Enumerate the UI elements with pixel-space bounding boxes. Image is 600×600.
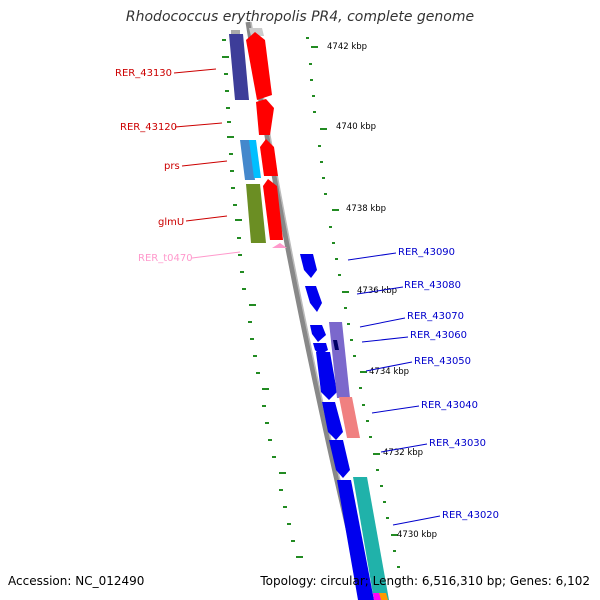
tick-label: 4732 kbp (383, 448, 423, 458)
gene-label-rer-43020[interactable]: RER_43020 (442, 510, 499, 521)
gene-feature (246, 184, 266, 243)
gene-feature (333, 340, 339, 350)
gene-feature (339, 397, 360, 438)
gene-feature (305, 286, 322, 312)
gene-label-rer-43050[interactable]: RER_43050 (414, 356, 471, 367)
gene-feature (310, 325, 326, 342)
tick-label: 4742 kbp (327, 42, 367, 52)
gene-feature (263, 179, 283, 240)
gene-feature (229, 34, 249, 100)
right-gene-labels[interactable]: RER_43090 RER_43080 RER_43070 RER_43060 … (347, 247, 499, 526)
accession-text: Accession: NC_012490 (8, 574, 145, 588)
topology-text: Topology: circular; Length: 6,516,310 bp… (260, 574, 590, 588)
reverse-strand-features[interactable] (300, 254, 389, 600)
tick-label: 4734 kbp (369, 367, 409, 377)
gene-feature (373, 593, 381, 600)
tick-label: 4740 kbp (336, 122, 376, 132)
gene-label-rer-43070[interactable]: RER_43070 (407, 311, 464, 322)
gene-label-glmu[interactable]: glmU (158, 217, 184, 228)
gene-feature (246, 32, 272, 100)
gene-feature (353, 477, 389, 600)
map-title: Rhodococcus erythropolis PR4, complete g… (125, 9, 475, 25)
gene-feature (249, 140, 261, 178)
gene-feature (256, 99, 274, 135)
gene-feature (322, 402, 343, 440)
trna-feature (272, 243, 287, 248)
gene-feature (379, 593, 388, 600)
gene-label-rer-43090[interactable]: RER_43090 (398, 247, 455, 258)
gene-label-rer-43130[interactable]: RER_43130 (115, 68, 172, 79)
gene-feature (316, 352, 337, 400)
gene-label-rer-43040[interactable]: RER_43040 (421, 400, 478, 411)
left-gene-labels[interactable]: RER_43130 RER_43120 prs glmU RER_t0470 (115, 68, 241, 264)
outer-tick-ring (222, 39, 303, 558)
gene-feature (260, 139, 278, 176)
tick-label: 4738 kbp (346, 204, 386, 214)
gene-label-prs[interactable]: prs (164, 161, 180, 172)
forward-strand-features[interactable] (229, 28, 287, 248)
gene-feature (329, 440, 350, 478)
gene-feature (300, 254, 317, 278)
gene-label-rer-43120[interactable]: RER_43120 (120, 122, 177, 133)
gene-feature (337, 480, 374, 600)
gene-label-rer-43080[interactable]: RER_43080 (404, 280, 461, 291)
gene-label-rer-43030[interactable]: RER_43030 (429, 438, 486, 449)
tick-label: 4730 kbp (397, 530, 437, 540)
gene-label-rer-t0470[interactable]: RER_t0470 (138, 253, 193, 264)
gene-label-rer-43060[interactable]: RER_43060 (410, 330, 467, 341)
inner-tick-ring (306, 37, 400, 568)
